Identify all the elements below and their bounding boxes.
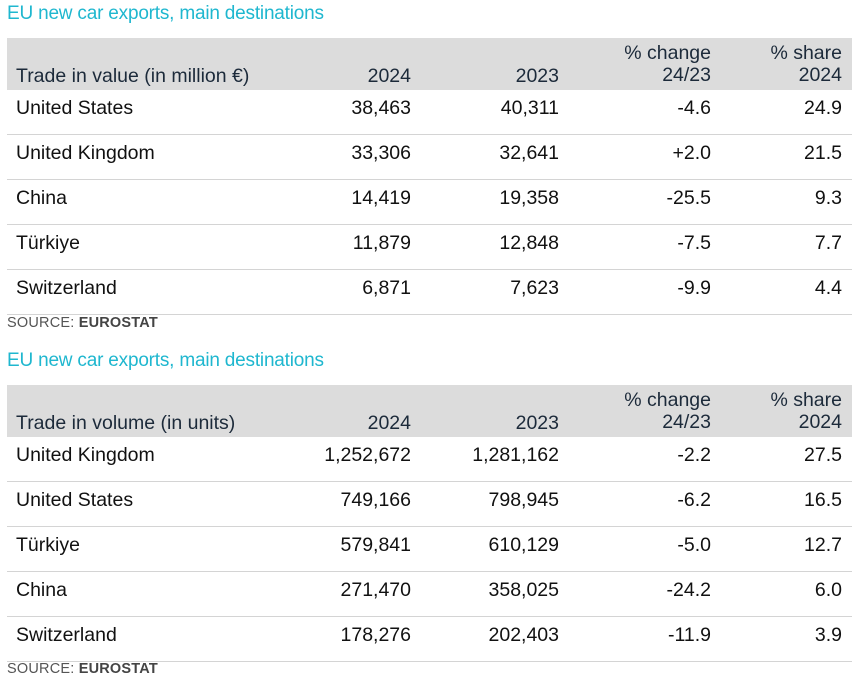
table-header: Trade in volume (in units) 2024 2023 % c… [7, 385, 852, 437]
change-cell: -4.6 [677, 97, 711, 119]
header-2024: 2024 [367, 65, 411, 87]
change-cell: +2.0 [672, 142, 712, 164]
value-2024-cell: 38,463 [351, 97, 411, 119]
share-cell: 6.0 [814, 579, 842, 601]
table-row: Switzerland 178,276 202,403 -11.9 3.9 [7, 617, 852, 662]
table-row: United Kingdom 33,306 32,641 +2.0 21.5 [7, 135, 852, 180]
share-cell: 16.5 [804, 489, 842, 511]
table-title: EU new car exports, main destinations [7, 350, 324, 371]
country-cell: China [16, 187, 67, 209]
volume-2024-cell: 178,276 [340, 624, 412, 646]
country-cell: United States [16, 489, 134, 511]
source-label: SOURCE: [7, 315, 79, 331]
share-cell: 9.3 [814, 187, 842, 209]
value-2023-cell: 32,641 [499, 142, 559, 164]
header-2024: 2024 [367, 412, 411, 434]
source-note: SOURCE: EUROSTAT [7, 661, 158, 677]
share-cell: 24.9 [804, 97, 842, 119]
header-change-line2: 24/23 [662, 411, 711, 433]
share-cell: 12.7 [804, 534, 842, 556]
change-cell: -24.2 [666, 579, 711, 601]
value-2023-cell: 19,358 [499, 187, 559, 209]
volume-2023-cell: 798,945 [488, 489, 560, 511]
volume-2023-cell: 1,281,162 [472, 444, 559, 466]
change-cell: -11.9 [668, 624, 711, 646]
volume-2024-cell: 749,166 [340, 489, 412, 511]
volume-2024-cell: 271,470 [340, 579, 412, 601]
header-share-line1: % share [770, 42, 842, 64]
table-title: EU new car exports, main destinations [7, 3, 324, 24]
change-cell: -2.2 [677, 444, 711, 466]
header-2023: 2023 [515, 412, 559, 434]
source-name: EUROSTAT [78, 315, 158, 331]
share-cell: 21.5 [804, 142, 842, 164]
value-2024-cell: 11,879 [352, 232, 411, 254]
volume-table: Trade in volume (in units) 2024 2023 % c… [7, 385, 852, 662]
source-label: SOURCE: [7, 661, 79, 677]
country-cell: United States [16, 97, 134, 119]
share-cell: 7.7 [814, 232, 842, 254]
country-cell: Türkiye [16, 534, 80, 556]
table-row: Türkiye 11,879 12,848 -7.5 7.7 [7, 225, 852, 270]
country-cell: Switzerland [16, 624, 117, 646]
table-row: United Kingdom 1,252,672 1,281,162 -2.2 … [7, 437, 852, 482]
volume-2023-cell: 358,025 [488, 579, 560, 601]
volume-2024-cell: 579,841 [340, 534, 412, 556]
header-2023: 2023 [515, 65, 559, 87]
header-change: % change 24/23 [624, 42, 711, 86]
table-row: China 14,419 19,358 -25.5 9.3 [7, 180, 852, 225]
value-2024-cell: 14,419 [351, 187, 411, 209]
table-row: China 271,470 358,025 -24.2 6.0 [7, 572, 852, 617]
share-cell: 3.9 [814, 624, 842, 646]
table-row: Switzerland 6,871 7,623 -9.9 4.4 [7, 270, 852, 315]
volume-2023-cell: 610,129 [488, 534, 560, 556]
share-cell: 27.5 [804, 444, 842, 466]
header-share: % share 2024 [770, 389, 842, 433]
header-change: % change 24/23 [624, 389, 711, 433]
header-change-line1: % change [624, 389, 711, 411]
value-table: Trade in value (in million €) 2024 2023 … [7, 38, 852, 315]
change-cell: -5.0 [677, 534, 711, 556]
value-2023-cell: 7,623 [510, 277, 559, 299]
header-change-line2: 24/23 [662, 64, 711, 86]
country-cell: China [16, 579, 67, 601]
header-share-line1: % share [770, 389, 842, 411]
source-name: EUROSTAT [78, 661, 158, 677]
value-2023-cell: 40,311 [500, 97, 559, 119]
volume-2024-cell: 1,252,672 [324, 444, 411, 466]
country-cell: United Kingdom [16, 444, 155, 466]
header-label: Trade in value (in million €) [16, 65, 250, 87]
header-change-line1: % change [624, 42, 711, 64]
value-2024-cell: 33,306 [351, 142, 411, 164]
header-share: % share 2024 [770, 42, 842, 86]
table-header: Trade in value (in million €) 2024 2023 … [7, 38, 852, 90]
value-2024-cell: 6,871 [362, 277, 411, 299]
value-2023-cell: 12,848 [499, 232, 559, 254]
change-cell: -6.2 [677, 489, 711, 511]
table-row: United States 749,166 798,945 -6.2 16.5 [7, 482, 852, 527]
change-cell: -25.5 [666, 187, 711, 209]
change-cell: -9.9 [677, 277, 711, 299]
country-cell: Türkiye [16, 232, 80, 254]
volume-2023-cell: 202,403 [488, 624, 560, 646]
share-cell: 4.4 [814, 277, 842, 299]
header-share-line2: 2024 [798, 64, 842, 86]
country-cell: United Kingdom [16, 142, 155, 164]
source-note: SOURCE: EUROSTAT [7, 315, 158, 331]
table-row: Türkiye 579,841 610,129 -5.0 12.7 [7, 527, 852, 572]
header-share-line2: 2024 [798, 411, 842, 433]
change-cell: -7.5 [677, 232, 711, 254]
header-label: Trade in volume (in units) [16, 412, 236, 434]
country-cell: Switzerland [16, 277, 117, 299]
table-row: United States 38,463 40,311 -4.6 24.9 [7, 90, 852, 135]
